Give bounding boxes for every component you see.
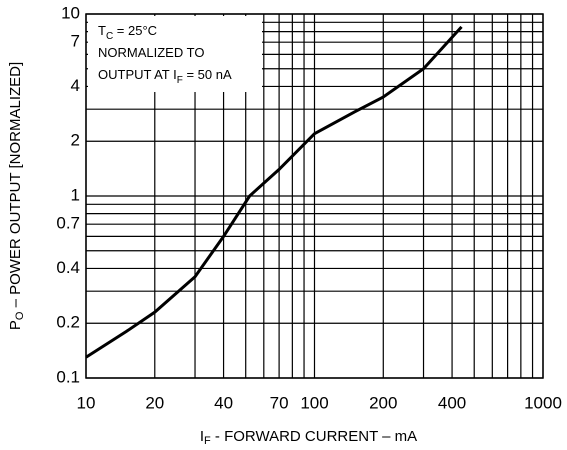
text-sub: O <box>14 311 26 320</box>
y-tick-label: 10 <box>61 3 80 22</box>
text-main: NORMALIZED TO <box>98 45 204 60</box>
x-tick-label: 200 <box>369 393 397 412</box>
x-tick-label: 70 <box>270 393 289 412</box>
y-axis-label: PO – POWER OUTPUT [NORMALIZED] <box>7 62 26 330</box>
x-tick-label: 20 <box>145 393 164 412</box>
text-sub: C <box>106 31 113 42</box>
x-tick-label: 100 <box>300 393 328 412</box>
y-tick-label: 2 <box>71 131 80 150</box>
y-tick-label: 7 <box>71 32 80 51</box>
annotation-box <box>88 16 262 92</box>
text-rest: – POWER OUTPUT [NORMALIZED] <box>7 62 24 312</box>
y-tick-label: 0.7 <box>56 214 80 233</box>
text-main: OUTPUT AT I <box>98 67 177 82</box>
text-main: P <box>7 320 24 330</box>
x-tick-label: 40 <box>214 393 233 412</box>
text-rest: = 25°C <box>113 23 157 38</box>
y-tick-label: 0.1 <box>56 367 80 386</box>
text-main: T <box>98 23 106 38</box>
text-rest: - FORWARD CURRENT – mA <box>211 428 417 445</box>
line <box>85 25 463 359</box>
text-main: I <box>200 428 204 445</box>
x-tick-label: 400 <box>438 393 466 412</box>
text-sub: F <box>204 435 211 447</box>
y-tick-label: 0.4 <box>56 258 80 277</box>
x-tick-label: 10 <box>77 393 96 412</box>
plot-frame <box>85 13 544 379</box>
y-tick-label: 0.2 <box>56 313 80 332</box>
x-tick-label: 1000 <box>524 393 562 412</box>
y-tick-label: 4 <box>71 76 80 95</box>
text-rest: = 50 nA <box>183 67 232 82</box>
text-sub: F <box>177 75 183 86</box>
x-axis-label: IF - FORWARD CURRENT – mA <box>200 428 417 447</box>
annotation: TC = 25°C <box>98 23 157 41</box>
y-tick-label: 1 <box>71 185 80 204</box>
annotation: OUTPUT AT IF = 50 nA <box>98 67 232 85</box>
annotation: NORMALIZED TO <box>98 45 204 60</box>
